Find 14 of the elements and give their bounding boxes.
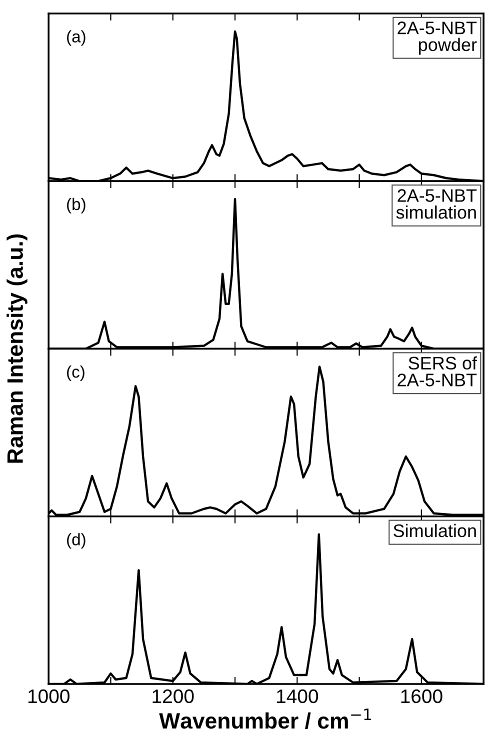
y-axis-title: Raman Intensity (a.u.) (6, 234, 28, 463)
x-tick-label: 1400 (277, 689, 318, 704)
x-axis-title: Wavenumber / cm$^{−1}$ (159, 708, 371, 729)
annotation: (c) (67, 366, 84, 382)
x-tick-label: 1600 (401, 689, 442, 704)
x-tick-label: 1000 (28, 689, 70, 704)
annotation: (a) (67, 30, 86, 46)
annotation: 2A-5-NBT simulation (396, 189, 477, 219)
annotation: 2A-5-NBT powder (398, 22, 477, 55)
annotation: (b) (67, 198, 86, 214)
annotation: (d) (67, 533, 86, 549)
annotation: SERS of 2A-5-NBT (398, 356, 478, 386)
annotation: Simulation (394, 524, 476, 538)
x-tick-label: 1200 (152, 689, 194, 704)
